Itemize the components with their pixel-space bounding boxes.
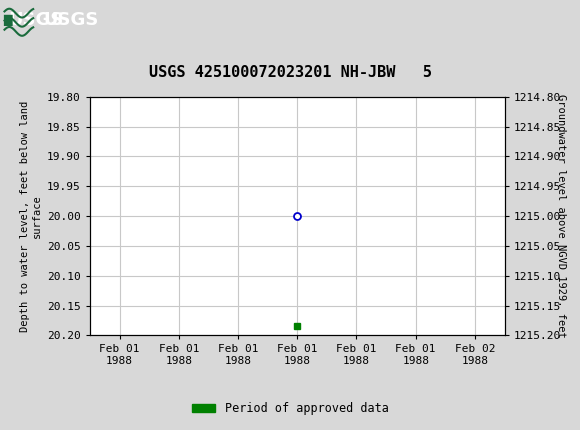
Text: USGS: USGS	[44, 12, 99, 29]
Text: USGS: USGS	[9, 12, 64, 29]
Y-axis label: Depth to water level, feet below land
surface: Depth to water level, feet below land su…	[20, 101, 42, 332]
Legend: Period of approved data: Period of approved data	[187, 397, 393, 420]
Text: █: █	[3, 15, 12, 26]
Y-axis label: Groundwater level above NGVD 1929, feet: Groundwater level above NGVD 1929, feet	[556, 94, 567, 338]
Text: USGS 425100072023201 NH-JBW   5: USGS 425100072023201 NH-JBW 5	[148, 64, 432, 80]
